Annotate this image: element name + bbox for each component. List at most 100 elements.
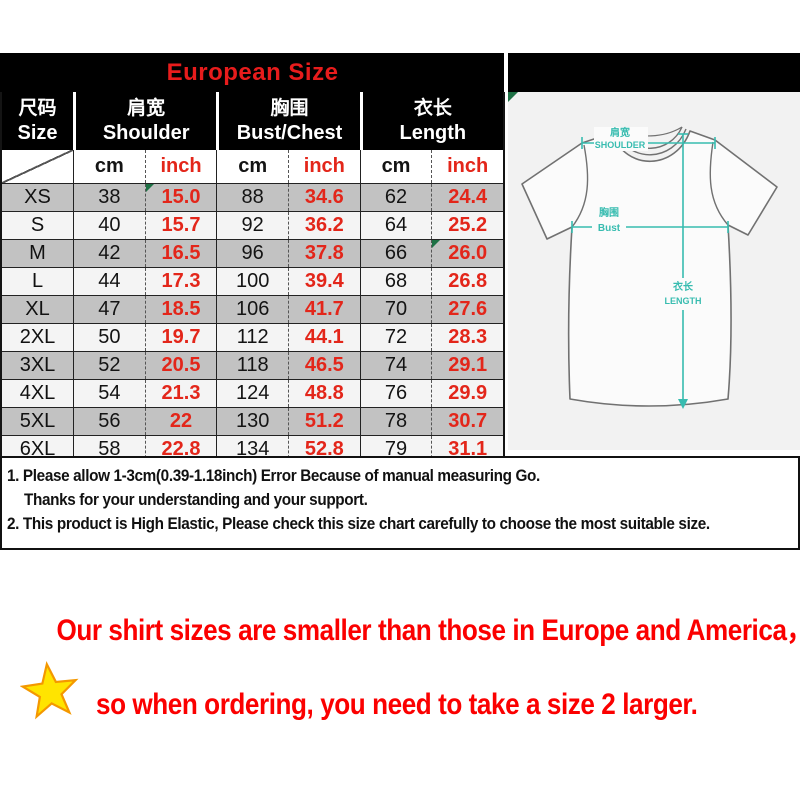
value-cm: 112: [216, 324, 288, 351]
diagonal-cell: [2, 150, 73, 183]
value-inch: 51.2: [288, 408, 360, 435]
warning-line-1: Our shirt sizes are smaller than those i…: [56, 614, 800, 647]
value-inch: 52.8: [288, 436, 360, 463]
value-inch: 37.8: [288, 240, 360, 267]
size-label: M: [29, 242, 46, 264]
value-inch: 28.3: [431, 324, 503, 351]
shoulder-label-en: SHOULDER: [595, 140, 646, 150]
value-cm: 56: [73, 408, 145, 435]
table-row: XS 38 15.0 88 34.6 62 24.4: [2, 184, 503, 212]
value-inch: 26.0: [431, 240, 503, 267]
value-cm: 54: [73, 380, 145, 407]
value-inch: 21.3: [144, 380, 217, 407]
value-cm: 92: [216, 212, 288, 239]
length-label-en: LENGTH: [665, 296, 702, 306]
table-row: M 42 16.5 96 37.8 66 26.0: [2, 240, 503, 268]
right-armhole-seam: [709, 141, 729, 226]
unit-cm: cm: [359, 150, 432, 183]
value-cm: 96: [216, 240, 288, 267]
value-inch: 48.8: [288, 380, 360, 407]
unit-inch: inch: [288, 150, 360, 183]
title-divider: [504, 53, 508, 92]
page-title-wrap: European Size: [0, 53, 505, 92]
value-inch: 34.6: [288, 184, 360, 211]
value-cm: 40: [73, 212, 145, 239]
value-inch: 46.5: [288, 352, 360, 379]
value-inch: 16.5: [144, 240, 217, 267]
value-inch: 27.6: [431, 296, 503, 323]
value-inch: 29.9: [431, 380, 503, 407]
value-cm: 58: [73, 436, 145, 463]
unit-inch: inch: [431, 150, 503, 183]
value-cm: 64: [359, 212, 432, 239]
unit-inch: inch: [144, 150, 217, 183]
table-row: XL 47 18.5 106 41.7 70 27.6: [2, 296, 503, 324]
value-cm: 52: [73, 352, 145, 379]
value-inch: 29.1: [431, 352, 503, 379]
size-label: XL: [25, 298, 50, 320]
group-shoulder: 肩宽 Shoulder: [73, 92, 216, 150]
value-cm: 74: [359, 352, 432, 379]
value-cm: 100: [216, 268, 288, 295]
table-row: 5XL 56 22 130 51.2 78 30.7: [2, 408, 503, 436]
value-cm: 130: [216, 408, 288, 435]
value-cm: 118: [216, 352, 288, 379]
value-cm: 38: [73, 184, 145, 211]
value-cm: 68: [359, 268, 432, 295]
value-inch: 19.7: [144, 324, 217, 351]
note-line-2: Thanks for your understanding and your s…: [24, 490, 368, 509]
value-inch: 22.8: [144, 436, 217, 463]
table-group-header: 尺码 Size 肩宽 Shoulder 胸围 Bust/Chest 衣长 Len…: [2, 92, 503, 150]
star-icon: [20, 660, 79, 720]
value-inch: 41.7: [288, 296, 360, 323]
value-cm: 134: [216, 436, 288, 463]
table-row: L 44 17.3 100 39.4 68 26.8: [2, 268, 503, 296]
size-label: 4XL: [19, 382, 56, 404]
notes-box: 1. Please allow 1-3cm(0.39-1.18inch) Err…: [0, 456, 800, 550]
value-inch: 26.8: [431, 268, 503, 295]
table-row: 2XL 50 19.7 112 44.1 72 28.3: [2, 324, 503, 352]
table-row: S 40 15.7 92 36.2 64 25.2: [2, 212, 503, 240]
tshirt-measure-diagram: 肩宽 SHOULDER 胸围 Bust 衣长 LENGTH: [508, 92, 800, 450]
value-cm: 124: [216, 380, 288, 407]
size-label: 2XL: [19, 326, 56, 348]
bust-label-bg: [592, 205, 626, 219]
value-cm: 106: [216, 296, 288, 323]
value-cm: 47: [73, 296, 145, 323]
tshirt-body-outline: [521, 130, 778, 407]
table-row: 3XL 52 20.5 118 46.5 74 29.1: [2, 352, 503, 380]
value-inch: 15.0: [144, 184, 217, 211]
value-cm: 44: [73, 268, 145, 295]
note-line-1: 1. Please allow 1-3cm(0.39-1.18inch) Err…: [7, 466, 540, 485]
tshirt-outline-svg: 肩宽 SHOULDER 胸围 Bust 衣长 LENGTH: [521, 126, 778, 409]
group-size: 尺码 Size: [17, 98, 58, 144]
value-inch: 15.7: [144, 212, 217, 239]
value-inch: 20.5: [144, 352, 217, 379]
value-inch: 30.7: [431, 408, 503, 435]
length-label-zh: 衣长: [673, 280, 694, 293]
shoulder-label-bg: [594, 127, 648, 151]
unit-cm: cm: [216, 150, 288, 183]
group-length: 衣长 Length: [359, 92, 503, 150]
size-label: 5XL: [19, 410, 56, 432]
bust-label-bg2: [592, 220, 626, 233]
table-body: XS 38 15.0 88 34.6 62 24.4 S 40 15.7 92 …: [2, 184, 503, 463]
table-unit-header: cm inch cm inch cm inch: [2, 150, 503, 184]
unit-cm: cm: [73, 150, 145, 183]
value-cm: 50: [73, 324, 145, 351]
value-cm: 76: [359, 380, 432, 407]
value-cm: 62: [359, 184, 432, 211]
group-bust: 胸围 Bust/Chest: [216, 92, 359, 150]
value-cm: 79: [359, 436, 432, 463]
value-inch: 31.1: [431, 436, 503, 463]
value-inch: 22: [144, 408, 217, 435]
size-label: L: [31, 270, 44, 292]
value-cm: 88: [216, 184, 288, 211]
value-inch: 17.3: [144, 268, 217, 295]
note-line-3: 2. This product is High Elastic, Please …: [7, 514, 710, 533]
size-label: 6XL: [19, 438, 56, 460]
value-inch: 36.2: [288, 212, 360, 239]
left-armhole-seam: [571, 144, 589, 228]
value-cm: 42: [73, 240, 145, 267]
